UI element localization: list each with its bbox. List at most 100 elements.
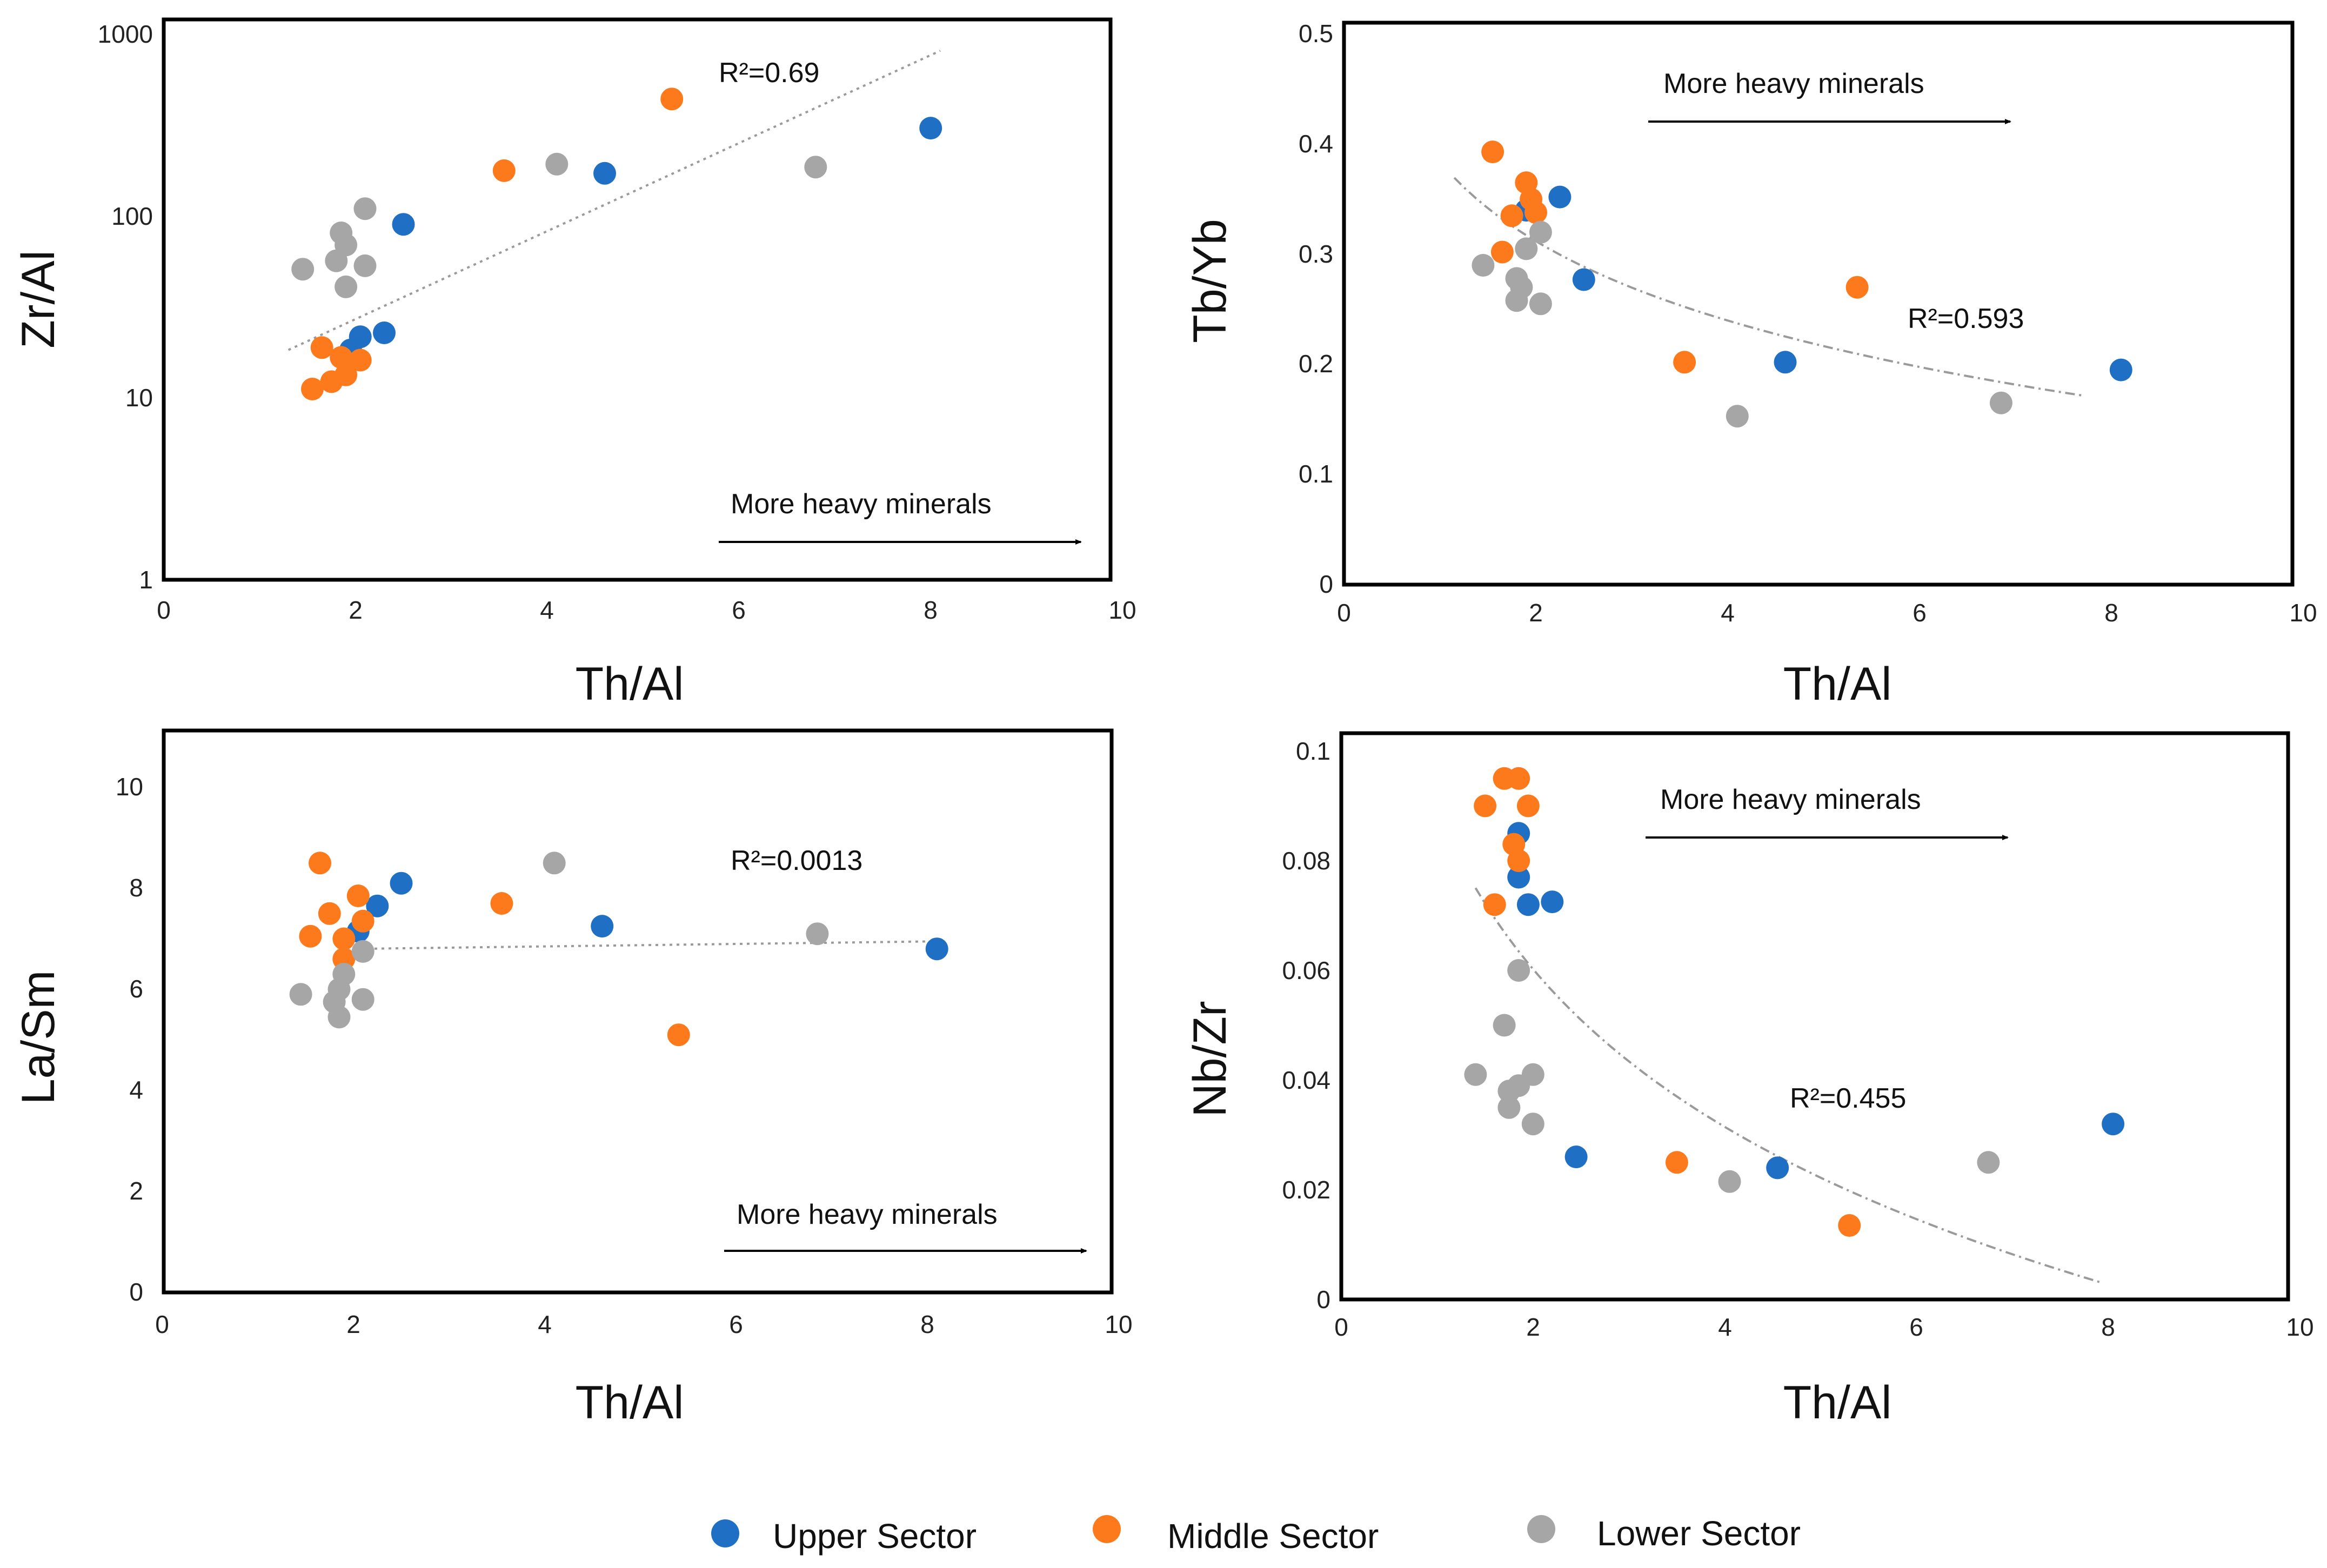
chart-nb-zr: 0 2 4 6 8 10 0 0.02 0.04 0.06 0.08 0.1 T… [1184, 731, 2314, 1429]
data-point-middle [1665, 1151, 1688, 1174]
data-point-lower [806, 922, 829, 946]
y-tick-label: 8 [129, 874, 143, 902]
data-point-lower [1507, 959, 1530, 982]
data-point-upper [1516, 893, 1540, 916]
plot-frame [1342, 21, 2295, 587]
y-tick-label: 0.1 [1299, 460, 1333, 488]
data-point-lower [1493, 1014, 1516, 1037]
data-point-lower [353, 197, 377, 220]
data-point-upper [2102, 1113, 2125, 1136]
x-axis-title: Th/Al [576, 1377, 684, 1429]
data-point-upper [593, 162, 616, 185]
x-tick-label: 0 [157, 596, 171, 624]
y-tick-label: 4 [129, 1076, 143, 1104]
data-point-middle [332, 927, 356, 950]
x-tick-label: 10 [1108, 596, 1136, 624]
data-point-middle [667, 1023, 690, 1047]
data-point-lower [545, 152, 569, 176]
x-tick-label: 10 [2289, 599, 2317, 627]
x-tick-label: 2 [1526, 1313, 1540, 1341]
data-point-lower [1529, 220, 1552, 244]
data-point-middle [318, 902, 341, 925]
data-point-upper [366, 894, 389, 917]
y-tick-label: 6 [129, 975, 143, 1003]
data-point-middle [490, 892, 513, 915]
x-tick-label: 6 [732, 596, 746, 624]
x-tick-label: 0 [1334, 1313, 1348, 1341]
x-tick-label: 8 [2104, 599, 2118, 627]
data-point-lower [1497, 1080, 1521, 1103]
plot-frame [1339, 731, 2290, 1302]
data-point-middle [492, 159, 516, 182]
data-point-lower [1505, 289, 1528, 312]
x-tick-label: 4 [538, 1310, 552, 1338]
y-axis-title: Nb/Zr [1184, 1001, 1236, 1117]
chart-zr-al: 0 2 4 6 8 10 1 10 100 1000 Th/Al Zr/Al R… [12, 17, 1136, 710]
x-tick-label: 0 [1337, 599, 1351, 627]
x-ticks: 0 2 4 6 8 10 [1337, 599, 2317, 627]
data-point-lower [1472, 254, 1495, 277]
y-tick-label: 0 [1319, 570, 1333, 598]
data-point-upper [2109, 358, 2132, 381]
data-point-middle [1845, 276, 1869, 299]
data-point-middle [301, 378, 324, 400]
data-point-lower [325, 249, 348, 272]
x-tick-label: 2 [1529, 599, 1543, 627]
data-point-middle [660, 88, 684, 111]
data-point-upper [373, 321, 396, 344]
data-point-upper [392, 213, 415, 236]
data-point-lower [1464, 1063, 1487, 1086]
data-point-upper [1572, 268, 1595, 291]
y-tick-label: 10 [116, 773, 143, 801]
chart-la-sm: 0 2 4 6 8 10 0 2 4 6 8 10 Th/Al La/Sm R²… [12, 728, 1133, 1429]
y-tick-label: 0.1 [1296, 737, 1330, 765]
data-point-lower [1718, 1170, 1741, 1193]
data-point-lower [289, 983, 312, 1006]
data-point-lower [327, 1006, 351, 1029]
data-point-middle [1673, 351, 1696, 374]
y-tick-label: 10 [125, 384, 153, 412]
x-axis-title: Th/Al [1783, 658, 1892, 710]
data-point-upper [1774, 351, 1797, 374]
legend: Upper Sector Middle Sector Lower Sector [711, 1514, 1801, 1556]
y-ticks: 0 2 4 6 8 10 [116, 773, 143, 1306]
x-axis-title: Th/Al [1783, 1377, 1892, 1429]
r2-annotation: R²=0.593 [1908, 303, 2024, 334]
data-point-middle [349, 349, 372, 372]
legend-marker-lower [1527, 1515, 1555, 1543]
legend-label-lower: Lower Sector [1597, 1514, 1801, 1553]
x-tick-label: 8 [920, 1310, 934, 1338]
trendline [287, 50, 941, 351]
y-tick-label: 0.3 [1299, 240, 1333, 268]
data-point-middle [1838, 1214, 1861, 1237]
x-tick-label: 10 [1105, 1310, 1132, 1338]
data-point-middle [346, 884, 370, 907]
data-point-lower [1726, 405, 1749, 428]
data-point-middle [299, 924, 322, 948]
data-point-lower [1521, 1113, 1544, 1136]
y-tick-label: 0 [129, 1278, 143, 1306]
trendline [1453, 177, 2083, 397]
y-tick-label: 0.08 [1282, 847, 1330, 875]
y-axis-title: Tb/Yb [1184, 219, 1236, 343]
arrow-label: More heavy minerals [737, 1199, 998, 1230]
data-point-middle [1516, 794, 1540, 817]
x-ticks: 0 2 4 6 8 10 [157, 596, 1136, 624]
y-tick-label: 2 [129, 1177, 143, 1205]
legend-marker-middle [1093, 1515, 1121, 1543]
data-point-middle [310, 336, 333, 359]
x-tick-label: 6 [1909, 1313, 1923, 1341]
data-point-middle [1507, 767, 1530, 790]
legend-label-middle: Middle Sector [1167, 1517, 1379, 1556]
y-tick-label: 0 [1316, 1285, 1330, 1314]
data-point-upper [925, 937, 948, 961]
data-point-lower [804, 156, 827, 179]
x-tick-label: 0 [155, 1310, 169, 1338]
x-tick-label: 6 [729, 1310, 743, 1338]
y-ticks: 0 0.1 0.2 0.3 0.4 0.5 [1299, 19, 1333, 598]
r2-annotation: R²=0.69 [719, 57, 819, 89]
data-point-lower [1515, 237, 1538, 260]
x-tick-label: 2 [346, 1310, 360, 1338]
data-point-upper [1507, 866, 1530, 889]
